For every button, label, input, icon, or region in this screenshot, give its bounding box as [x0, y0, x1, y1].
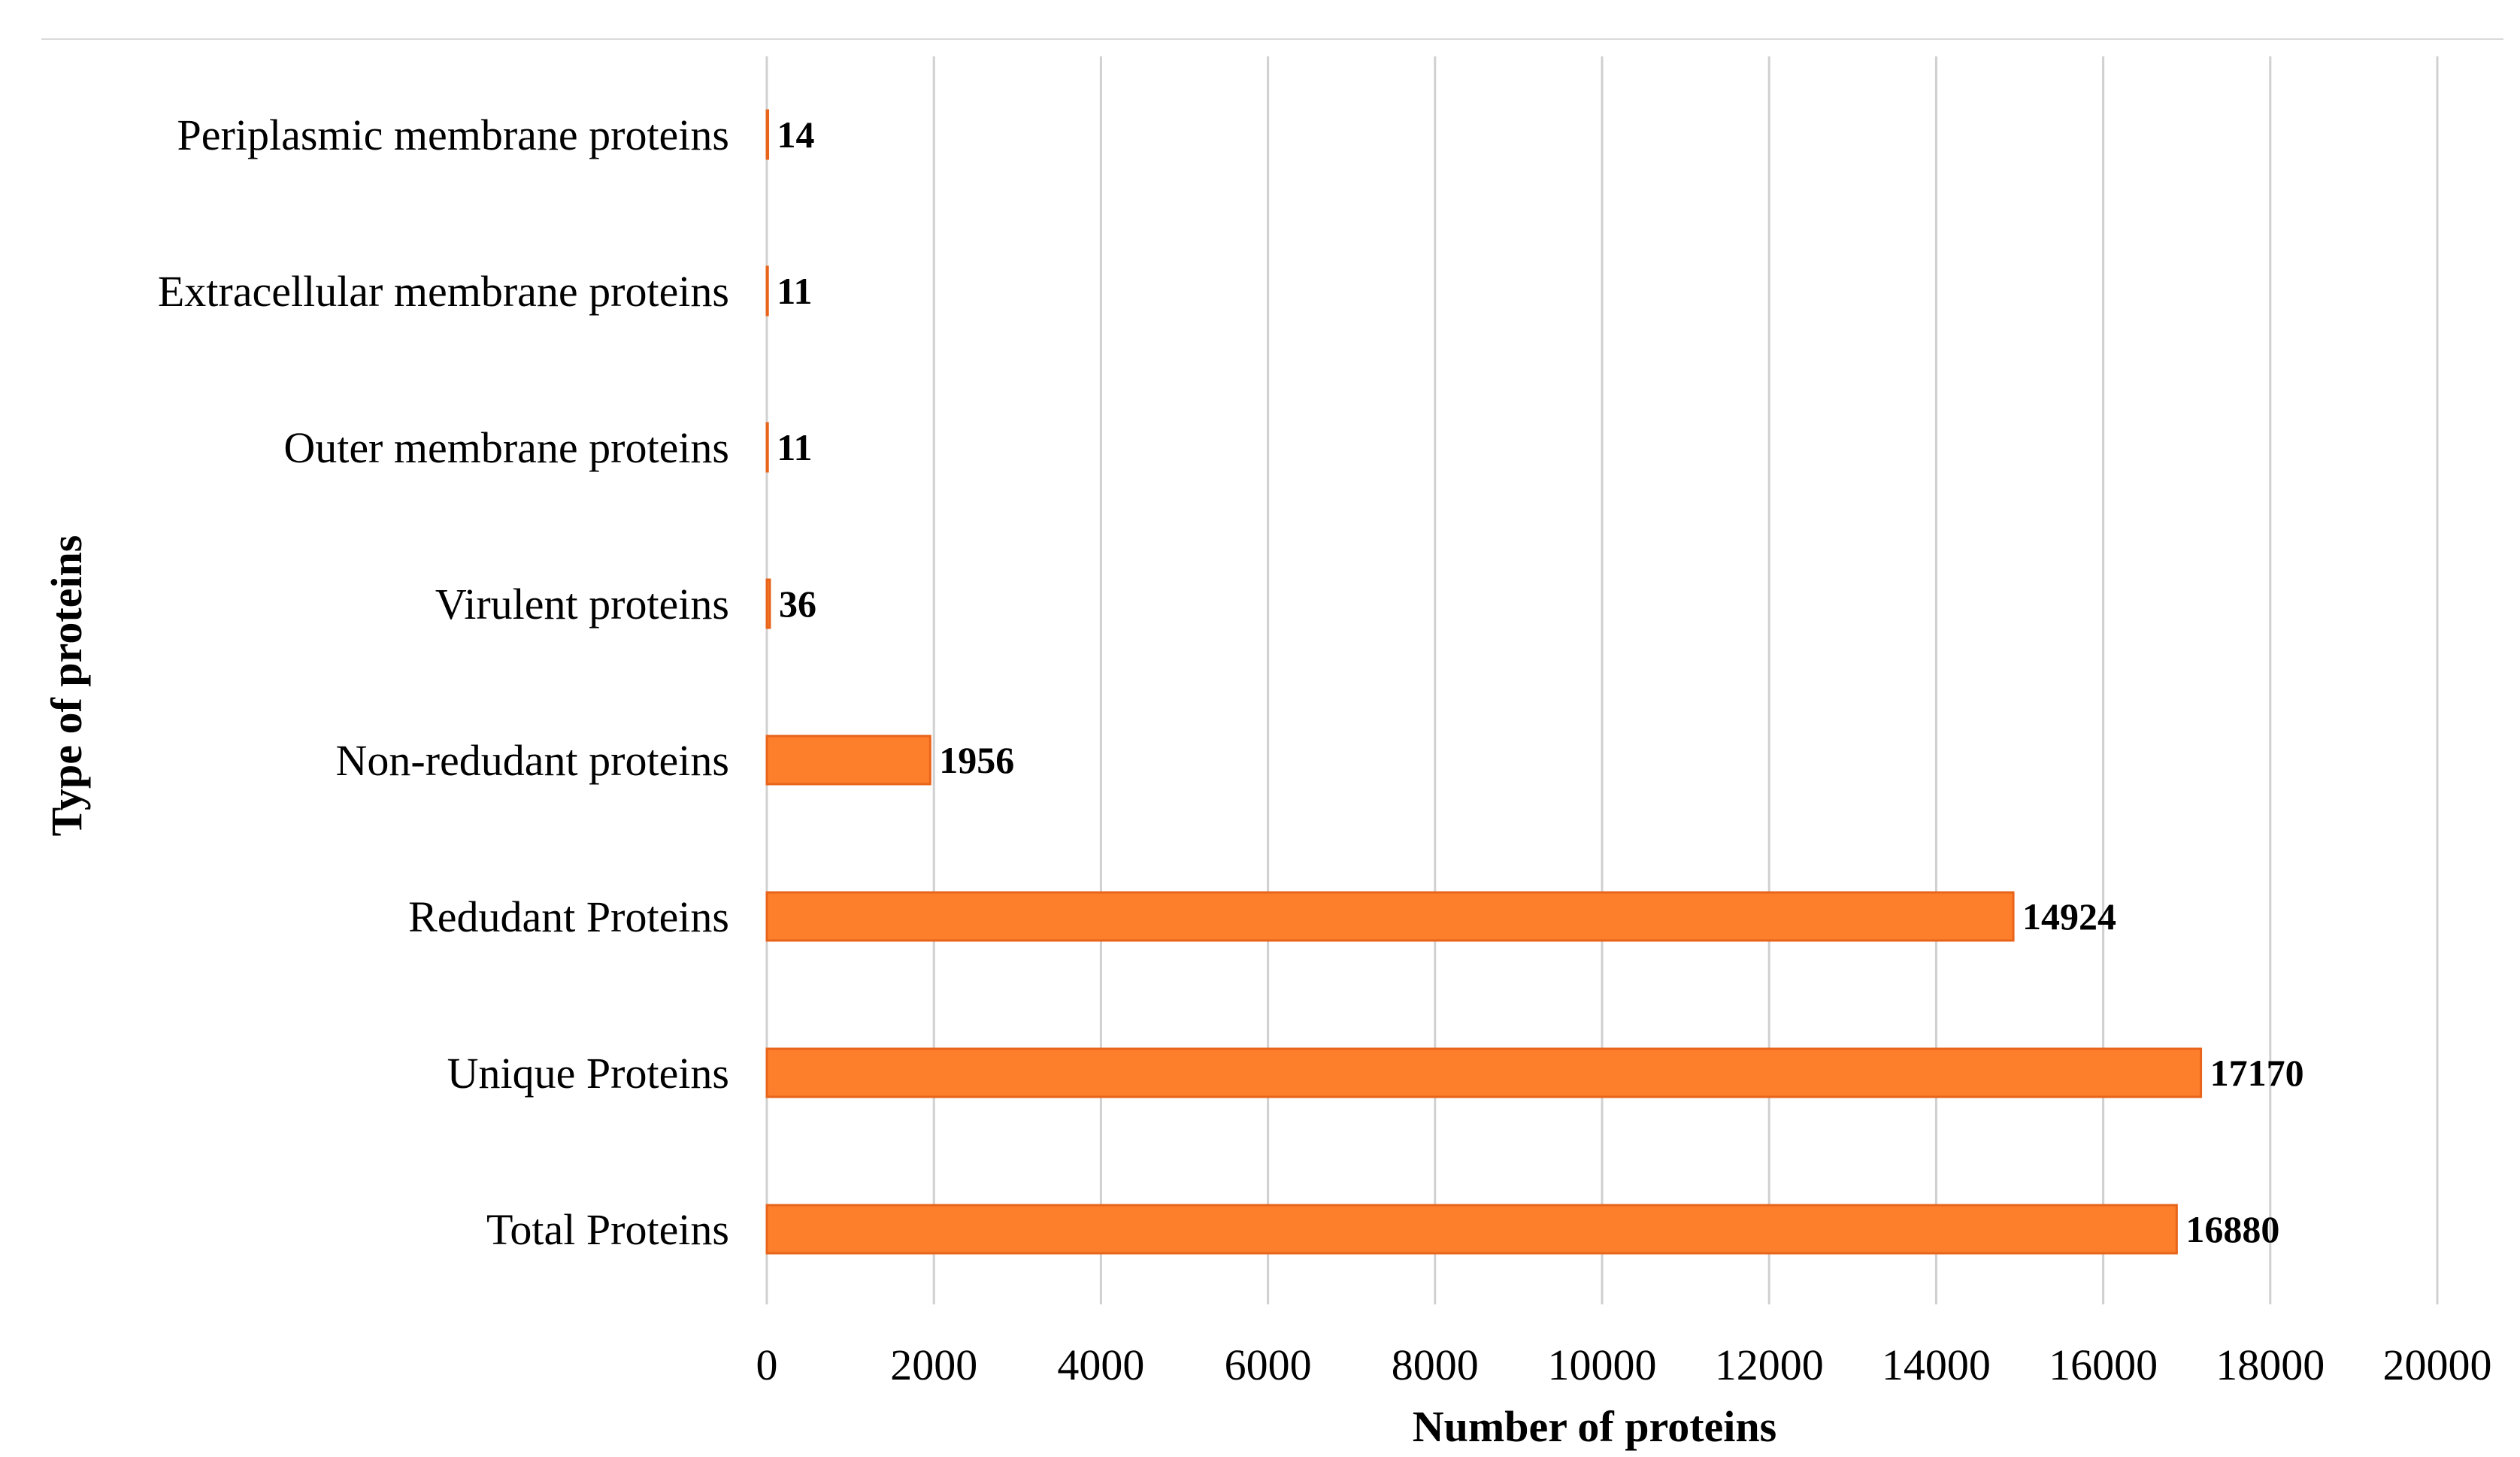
bar: [765, 735, 931, 786]
data-label: 14924: [2022, 895, 2116, 938]
data-label: 17170: [2210, 1052, 2304, 1094]
category-label: Periplasmic membrane proteins: [177, 111, 729, 159]
category-label: Virulent proteins: [435, 580, 729, 629]
x-tick-label: 16000: [2049, 1340, 2158, 1389]
category-labels: Periplasmic membrane proteins Extracellul…: [158, 111, 729, 1254]
x-tick-label: 20000: [2383, 1340, 2492, 1389]
x-axis-title: Number of proteins: [1413, 1402, 1776, 1451]
x-tick-label: 4000: [1057, 1340, 1144, 1389]
bar: [765, 891, 2015, 942]
category-label: Extracellular membrane proteins: [158, 267, 729, 316]
data-labels: 14 11 11 36 1956 14924 17170 16880: [777, 114, 2303, 1250]
data-label: 14: [777, 114, 815, 156]
bar: [765, 265, 769, 317]
bars: [765, 109, 2203, 1255]
x-tick-label: 10000: [1548, 1340, 1657, 1389]
bar: [765, 578, 771, 629]
bar: [765, 109, 770, 160]
x-tick-label: 8000: [1392, 1340, 1479, 1389]
x-tick-label: 6000: [1225, 1340, 1312, 1389]
x-tick-label: 12000: [1715, 1340, 1824, 1389]
data-label: 1956: [939, 739, 1014, 781]
x-tick-label: 14000: [1882, 1340, 1991, 1389]
category-label: Total Proteins: [486, 1205, 729, 1254]
x-tick-label: 2000: [890, 1340, 977, 1389]
gridlines: [765, 56, 2439, 1304]
data-label: 36: [779, 583, 816, 625]
x-tick-labels: 0 2000 4000 6000 8000 10000 12000 14000 16000 180…: [756, 1340, 2492, 1389]
data-label: 16880: [2185, 1208, 2279, 1250]
bar: [765, 1047, 2203, 1098]
x-tick-label: 0: [756, 1340, 778, 1389]
bar: [765, 422, 769, 473]
category-label: Unique Proteins: [447, 1049, 729, 1098]
category-label: Redudant Proteins: [408, 892, 729, 941]
category-label: Non-redudant proteins: [336, 736, 729, 785]
data-label: 11: [777, 426, 812, 468]
x-tick-label: 18000: [2216, 1340, 2325, 1389]
category-label: Outer membrane proteins: [283, 423, 729, 472]
bar: [765, 1204, 2178, 1255]
data-label: 11: [777, 270, 812, 312]
y-axis-title: Type of proteins: [42, 535, 91, 837]
